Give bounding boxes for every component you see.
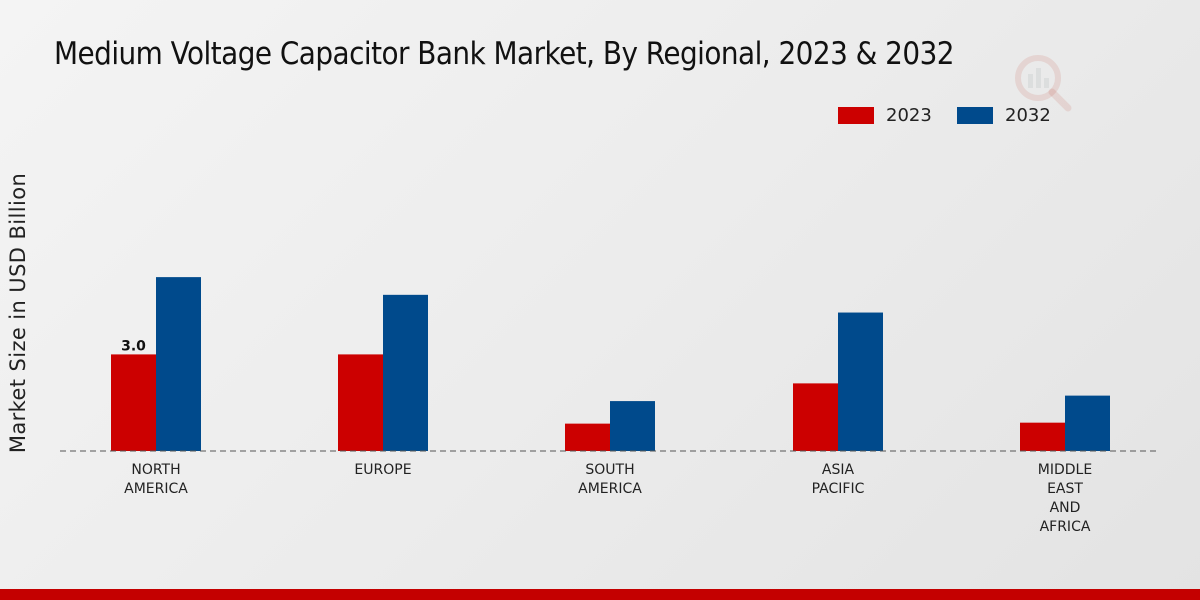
bar-2032-2 [610, 401, 655, 451]
legend-label-2023: 2023 [886, 104, 932, 126]
legend-item-2023: 2023 [838, 103, 932, 127]
x-tick-label-3: ASIA PACIFIC [812, 462, 865, 497]
legend-swatch-2032 [957, 106, 993, 124]
data-label-0: 3.0 [121, 338, 146, 354]
bar-2023-2 [565, 423, 610, 451]
bar-2032-0 [156, 277, 201, 451]
legend-swatch-2023 [838, 106, 874, 124]
x-tick-label-0: NORTH AMERICA [124, 462, 188, 497]
watermark-logo-icon [1015, 55, 1072, 112]
legend-label-2032: 2032 [1005, 104, 1051, 126]
bar-2023-0 [111, 354, 156, 451]
x-tick-label-2: SOUTH AMERICA [578, 462, 642, 497]
bar-2032-1 [383, 294, 428, 451]
bar-2023-3 [793, 383, 838, 451]
chart-title: Medium Voltage Capacitor Bank Market, By… [54, 36, 955, 72]
x-tick-label-4: MIDDLE EAST AND AFRICA [1038, 462, 1092, 535]
bottom-accent-bar [0, 589, 1200, 600]
bar-2023-1 [338, 354, 383, 451]
bar-2023-4 [1020, 422, 1065, 451]
legend-item-2032: 2032 [957, 103, 1051, 127]
bar-2032-4 [1065, 395, 1110, 451]
bar-2032-3 [838, 312, 883, 451]
x-tick-label-1: EUROPE [354, 462, 411, 478]
